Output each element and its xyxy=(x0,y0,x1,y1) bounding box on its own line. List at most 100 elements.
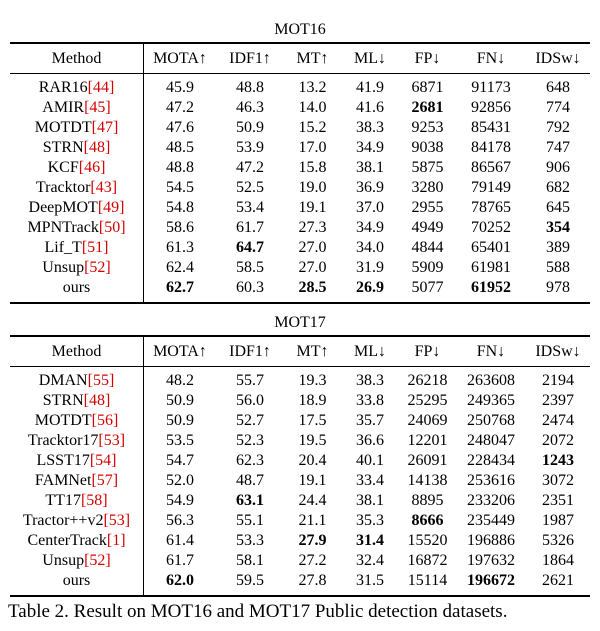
idsw-cell: 2194 xyxy=(542,372,574,389)
mt-cell: 19.3 xyxy=(298,372,327,389)
method-cell: Tracktor17[53] xyxy=(10,431,143,451)
idsw-cell: 2397 xyxy=(542,392,574,409)
idf1-cell: 55.7 xyxy=(236,372,264,389)
mota-cell: 62.7 xyxy=(166,279,194,296)
mota-cell: 45.9 xyxy=(166,79,194,96)
fn-cell: 250768 xyxy=(467,412,515,429)
method-name: DMAN xyxy=(38,372,88,389)
header-rule xyxy=(10,73,590,74)
method-name: FAMNet xyxy=(34,472,92,489)
method-cell: RAR16[44] xyxy=(10,78,143,98)
citation-ref: [57] xyxy=(91,472,119,489)
idf1-cell: 53.3 xyxy=(236,532,264,549)
idsw-cell: 648 xyxy=(546,79,570,96)
mt-cell: 28.5 xyxy=(298,279,327,296)
table-row: CenterTrack[1] 61.4 53.3 27.9 31.4 15520 19688… xyxy=(10,531,590,551)
fp-cell: 15520 xyxy=(407,532,448,549)
fp-cell: 5875 xyxy=(411,159,444,176)
fn-cell: 85431 xyxy=(471,119,511,136)
fp-cell: 16872 xyxy=(407,552,448,569)
mt-cell: 27.3 xyxy=(298,219,327,236)
idf1-cell: 63.1 xyxy=(236,492,264,509)
mota-cell: 48.8 xyxy=(166,159,194,176)
table-row: TT17[58] 54.9 63.1 24.4 38.1 8895 233206 2351 xyxy=(10,491,590,511)
citation-ref: [46] xyxy=(78,159,106,176)
mota-cell: 54.9 xyxy=(166,492,194,509)
method-cell: KCF[46] xyxy=(10,158,143,178)
idf1-cell: 58.1 xyxy=(236,552,264,569)
method-name: LSST17 xyxy=(36,452,90,469)
mt-cell: 21.1 xyxy=(298,512,327,529)
table-row: AMIR[45] 47.2 46.3 14.0 41.6 2681 92856 774 xyxy=(10,98,590,118)
fp-cell: 3280 xyxy=(411,179,444,196)
column-header: MOTA↑ xyxy=(153,50,207,67)
fp-cell: 26091 xyxy=(407,452,448,469)
method-name: AMIR xyxy=(42,99,85,116)
column-header: FN↓ xyxy=(476,343,506,360)
method-name: Lif_T xyxy=(44,239,82,256)
fp-cell: 9038 xyxy=(411,139,444,156)
column-header: IDSw↓ xyxy=(535,343,581,360)
method-name: Unsup xyxy=(42,552,85,569)
mt-cell: 27.0 xyxy=(298,259,327,276)
mt-cell: 27.0 xyxy=(298,239,327,256)
idf1-cell: 46.3 xyxy=(236,99,264,116)
method-cell: STRN[48] xyxy=(10,138,143,158)
ml-cell: 41.6 xyxy=(356,99,384,116)
idf1-cell: 59.5 xyxy=(236,572,264,589)
table-row: RAR16[44] 45.9 48.8 13.2 41.9 6871 91173 648 xyxy=(10,78,590,98)
table-row: ours 62.7 60.3 28.5 26.9 5077 61952 978 xyxy=(10,278,590,298)
fn-cell: 263608 xyxy=(467,372,515,389)
fp-cell: 25295 xyxy=(407,392,448,409)
method-cell: ours xyxy=(10,571,143,591)
method-cell: ours xyxy=(10,278,143,298)
mota-cell: 48.5 xyxy=(166,139,194,156)
column-divider xyxy=(143,337,144,595)
method-cell: STRN[48] xyxy=(10,391,143,411)
fp-cell: 8666 xyxy=(411,512,444,529)
fn-cell: 228434 xyxy=(467,452,515,469)
citation-ref: [45] xyxy=(84,99,111,116)
table-row: MOTDT[47] 47.6 50.9 15.2 38.3 9253 85431 792 xyxy=(10,118,590,138)
column-header: MT↑ xyxy=(296,50,329,67)
mota-cell: 58.6 xyxy=(166,219,194,236)
idsw-cell: 747 xyxy=(546,139,570,156)
mt-cell: 19.1 xyxy=(298,472,327,489)
ml-cell: 38.3 xyxy=(356,372,384,389)
table-row: ours 62.0 59.5 27.8 31.5 15114 196672 2621 xyxy=(10,571,590,591)
method-name: Tracktor17 xyxy=(27,432,99,449)
fp-cell: 4844 xyxy=(411,239,444,256)
method-cell: Tracktor[43] xyxy=(10,178,143,198)
fp-cell: 2955 xyxy=(411,199,444,216)
fp-cell: 15114 xyxy=(407,572,448,589)
idf1-cell: 60.3 xyxy=(236,279,264,296)
fn-cell: 84178 xyxy=(471,139,511,156)
method-name: MOTDT xyxy=(34,412,92,429)
idf1-cell: 64.7 xyxy=(236,239,264,256)
column-header: ML↓ xyxy=(354,50,386,67)
idsw-cell: 774 xyxy=(546,99,570,116)
idsw-cell: 2351 xyxy=(542,492,574,509)
citation-ref: [53] xyxy=(98,432,126,449)
method-name: CenterTrack xyxy=(27,532,107,549)
table-row: STRN[48] 50.9 56.0 18.9 33.8 25295 249365 2397 xyxy=(10,391,590,411)
citation-ref: [56] xyxy=(91,412,119,429)
citation-ref: [55] xyxy=(87,372,115,389)
mota-cell: 47.2 xyxy=(166,99,194,116)
fn-cell: 196886 xyxy=(467,532,515,549)
mt-cell: 27.8 xyxy=(298,572,327,589)
table-row: Tracktor17[53] 53.5 52.3 19.5 36.6 12201 24804… xyxy=(10,431,590,451)
mota-cell: 62.4 xyxy=(166,259,194,276)
column-header: MOTA↑ xyxy=(153,343,207,360)
citation-ref: [1] xyxy=(106,532,126,549)
fn-cell: 65401 xyxy=(471,239,511,256)
ml-cell: 31.4 xyxy=(356,532,384,549)
idf1-cell: 55.1 xyxy=(236,512,264,529)
mt-cell: 24.4 xyxy=(298,492,327,509)
mt-cell: 15.2 xyxy=(298,119,327,136)
fp-cell: 4949 xyxy=(411,219,444,236)
idf1-cell: 48.8 xyxy=(236,79,264,96)
column-header: FN↓ xyxy=(476,50,506,67)
citation-ref: [52] xyxy=(84,259,111,276)
ml-cell: 37.0 xyxy=(356,199,384,216)
